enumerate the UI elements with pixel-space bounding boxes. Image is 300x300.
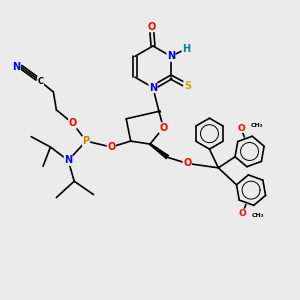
Text: O: O [238, 209, 246, 218]
Text: O: O [183, 158, 191, 168]
Text: O: O [159, 123, 167, 133]
Text: CH₃: CH₃ [250, 123, 263, 128]
Text: H: H [182, 44, 190, 54]
Text: CH₃: CH₃ [252, 213, 265, 218]
Text: N: N [12, 62, 20, 72]
Text: S: S [184, 81, 191, 91]
Text: O: O [107, 142, 116, 152]
Text: N: N [149, 82, 157, 93]
Text: O: O [237, 124, 245, 133]
Text: P: P [82, 136, 90, 146]
Text: N: N [167, 51, 175, 62]
Text: O: O [147, 22, 156, 32]
Text: C: C [38, 76, 44, 85]
Text: O: O [69, 118, 77, 128]
Text: N: N [64, 155, 72, 165]
